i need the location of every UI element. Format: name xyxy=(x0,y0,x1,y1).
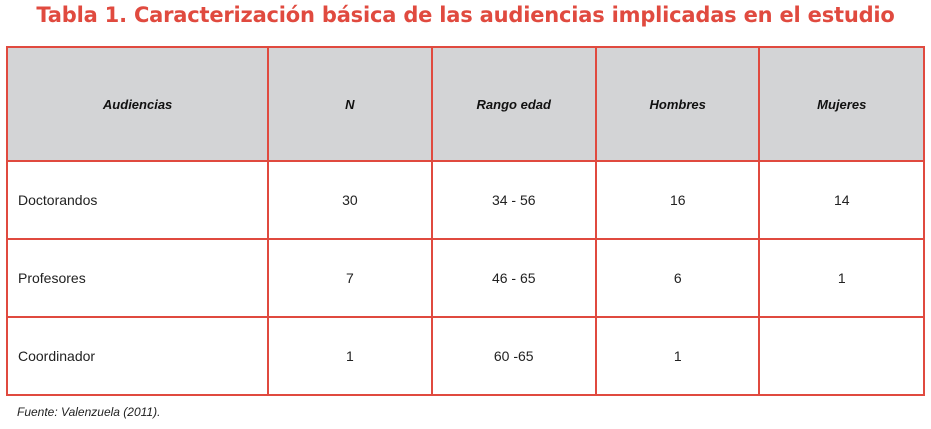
table-row: Doctorandos 30 34 - 56 16 14 xyxy=(5,160,925,240)
cell-rango-edad: 34 - 56 xyxy=(430,160,597,240)
cell-hombres: 1 xyxy=(594,316,761,396)
cell-hombres: 6 xyxy=(594,238,761,318)
table-header-row: Audiencias N Rango edad Hombres Mujeres xyxy=(5,46,925,162)
cell-n: 7 xyxy=(267,238,433,318)
cell-rango-edad: 60 -65 xyxy=(430,316,597,396)
header-hombres: Hombres xyxy=(594,46,761,162)
cell-mujeres xyxy=(758,316,925,396)
cell-mujeres: 1 xyxy=(758,238,925,318)
header-n: N xyxy=(267,46,433,162)
header-audiencias: Audiencias xyxy=(5,46,270,162)
source-note: Fuente: Valenzuela (2011). xyxy=(17,405,161,419)
cell-rango-edad: 46 - 65 xyxy=(430,238,597,318)
table-row: Profesores 7 46 - 65 6 1 xyxy=(5,238,925,318)
header-mujeres: Mujeres xyxy=(758,46,925,162)
cell-audiencia: Coordinador xyxy=(5,316,270,396)
cell-n: 30 xyxy=(267,160,433,240)
header-rango-edad: Rango edad xyxy=(430,46,597,162)
audiences-table: Audiencias N Rango edad Hombres Mujeres … xyxy=(5,46,925,396)
table-row: Coordinador 1 60 -65 1 xyxy=(5,316,925,396)
cell-audiencia: Doctorandos xyxy=(5,160,270,240)
cell-audiencia: Profesores xyxy=(5,238,270,318)
cell-hombres: 16 xyxy=(594,160,761,240)
cell-n: 1 xyxy=(267,316,433,396)
cell-mujeres: 14 xyxy=(758,160,925,240)
table-title: Tabla 1. Caracterización básica de las a… xyxy=(36,3,895,27)
